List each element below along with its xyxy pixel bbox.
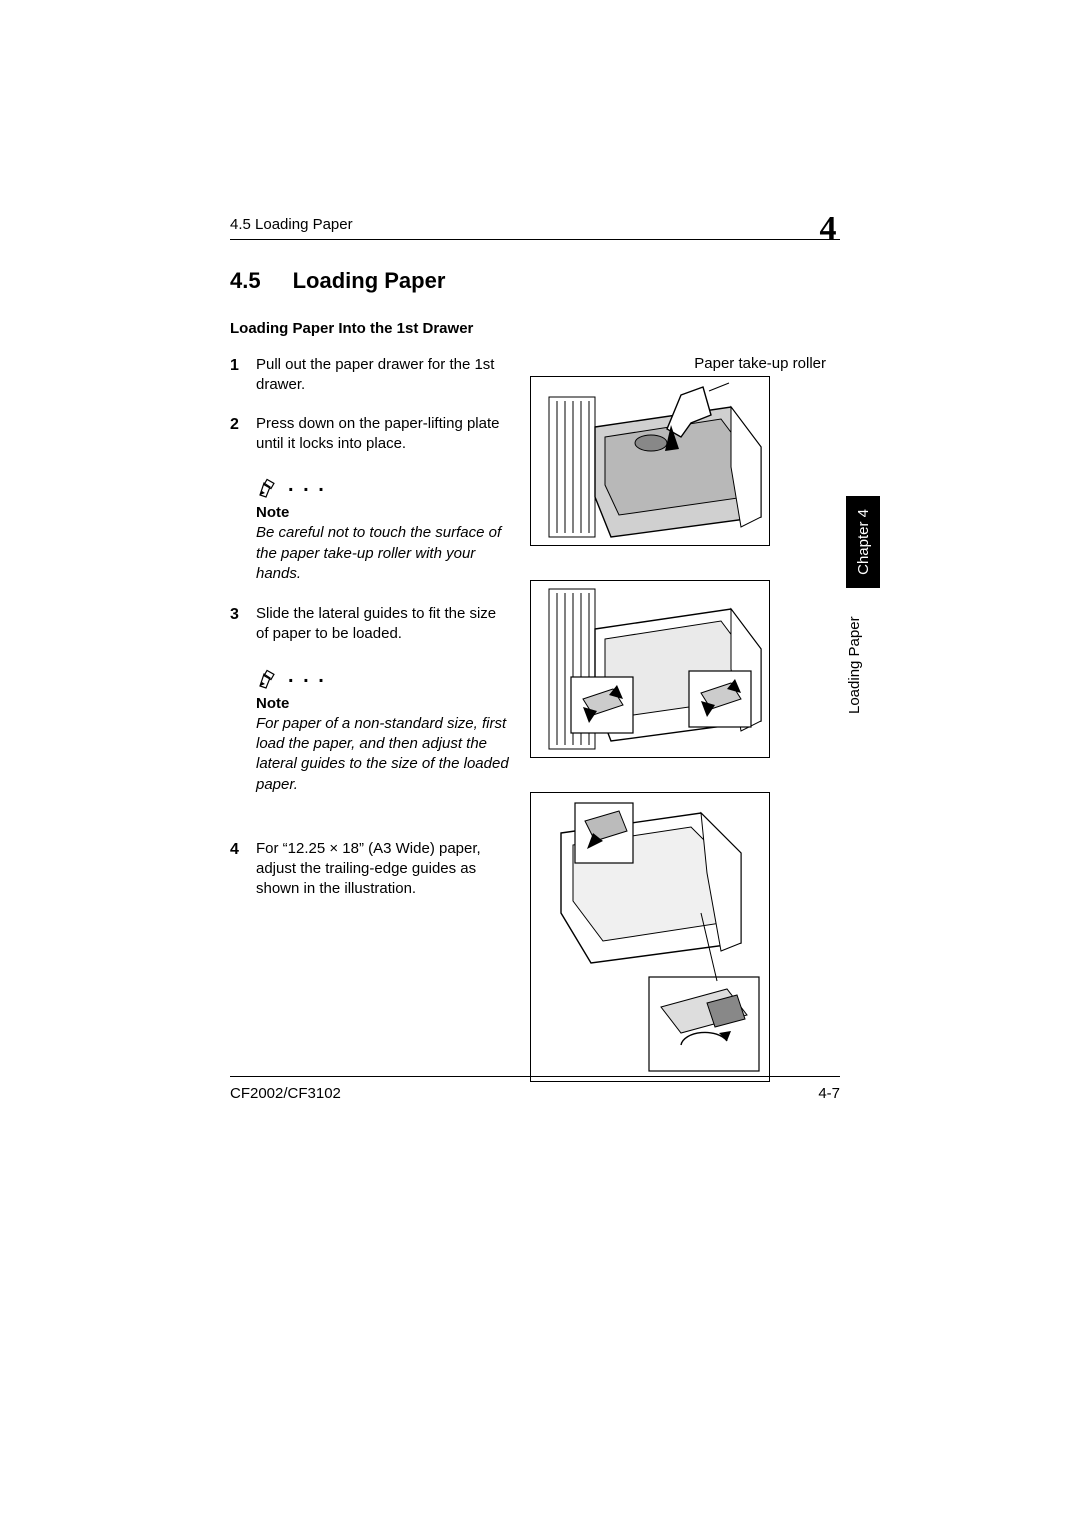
drawer-illustration-1 bbox=[531, 377, 771, 547]
step-text: Pull out the paper drawer for the 1st dr… bbox=[256, 355, 510, 396]
section-tab: Loading Paper bbox=[846, 600, 880, 730]
step-2: 2 Press down on the paper-lifting plate … bbox=[230, 414, 510, 455]
figure-3 bbox=[530, 792, 770, 1082]
footer-page-number: 4-7 bbox=[818, 1085, 840, 1102]
page-footer: CF2002/CF3102 4-7 bbox=[230, 1076, 840, 1102]
step-number: 4 bbox=[230, 839, 244, 900]
note-icon-row: . . . bbox=[256, 472, 510, 499]
note-block-2: . . . Note For paper of a non-standard s… bbox=[256, 663, 510, 795]
note-label: Note bbox=[256, 503, 510, 523]
note-label: Note bbox=[256, 694, 510, 714]
note-block-1: . . . Note Be careful not to touch the s… bbox=[256, 472, 510, 584]
step-text: Slide the lateral guides to fit the size… bbox=[256, 604, 510, 645]
figure-1-label: Paper take-up roller bbox=[530, 355, 830, 372]
note-dots: . . . bbox=[288, 663, 326, 690]
chapter-tab-text: Chapter 4 bbox=[855, 509, 872, 575]
pencil-icon bbox=[256, 473, 284, 499]
step-4: 4 For “12.25 × 18” (A3 Wide) paper, adju… bbox=[230, 839, 510, 900]
section-title: Loading Paper bbox=[293, 268, 446, 294]
step-text: For “12.25 × 18” (A3 Wide) paper, adjust… bbox=[256, 839, 510, 900]
figure-1-wrap: Paper take-up roller bbox=[530, 355, 830, 546]
step-3: 3 Slide the lateral guides to fit the si… bbox=[230, 604, 510, 645]
chapter-number: 4 bbox=[820, 210, 837, 247]
figure-column: Paper take-up roller bbox=[530, 355, 830, 1082]
side-tab: Chapter 4 Loading Paper bbox=[846, 496, 880, 746]
running-head: 4.5 Loading Paper bbox=[230, 216, 353, 233]
page-content: 4.5 Loading Paper 4 4.5 Loading Paper Lo… bbox=[230, 216, 840, 1082]
footer-rule: CF2002/CF3102 4-7 bbox=[230, 1076, 840, 1102]
subheading: Loading Paper Into the 1st Drawer bbox=[230, 320, 840, 337]
pencil-icon bbox=[256, 664, 284, 690]
chapter-tab: Chapter 4 bbox=[846, 496, 880, 588]
section-title-row: 4.5 Loading Paper bbox=[230, 268, 840, 294]
drawer-illustration-2 bbox=[531, 581, 771, 759]
note-dots: . . . bbox=[288, 472, 326, 499]
header-rule: 4.5 Loading Paper 4 bbox=[230, 216, 840, 240]
step-text: Press down on the paper-lifting plate un… bbox=[256, 414, 510, 455]
note-text: For paper of a non-standard size, first … bbox=[256, 714, 510, 795]
step-1: 1 Pull out the paper drawer for the 1st … bbox=[230, 355, 510, 396]
footer-model: CF2002/CF3102 bbox=[230, 1085, 341, 1102]
note-icon-row: . . . bbox=[256, 663, 510, 690]
step-number: 2 bbox=[230, 414, 244, 455]
text-column: 1 Pull out the paper drawer for the 1st … bbox=[230, 355, 510, 1082]
figure-1 bbox=[530, 376, 770, 546]
chapter-number-box: 4 bbox=[808, 210, 848, 250]
drawer-illustration-3 bbox=[531, 793, 771, 1083]
body-columns: 1 Pull out the paper drawer for the 1st … bbox=[230, 355, 840, 1082]
section-tab-text: Loading Paper bbox=[846, 616, 863, 714]
step-number: 1 bbox=[230, 355, 244, 396]
section-number: 4.5 bbox=[230, 268, 261, 294]
note-text: Be careful not to touch the surface of t… bbox=[256, 523, 510, 584]
figure-2 bbox=[530, 580, 770, 758]
step-number: 3 bbox=[230, 604, 244, 645]
